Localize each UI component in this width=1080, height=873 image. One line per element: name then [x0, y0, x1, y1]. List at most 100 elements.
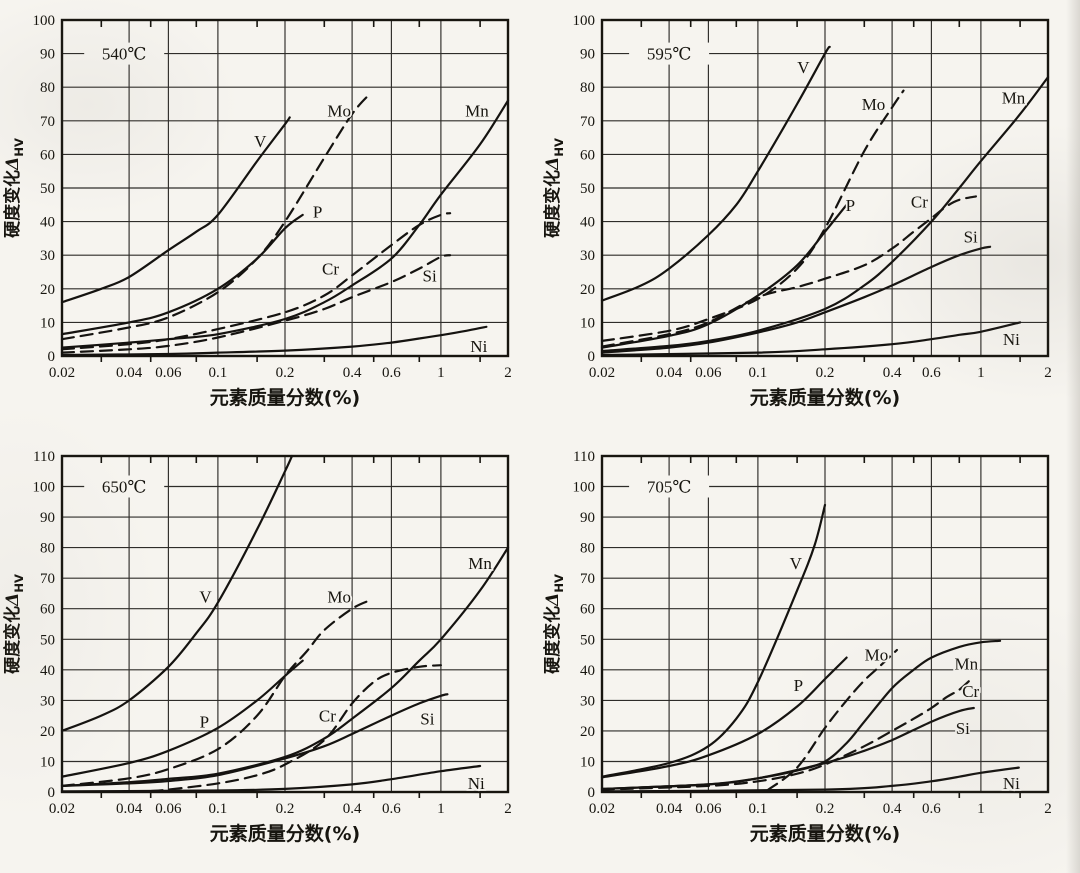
y-tick-label: 20 — [580, 724, 595, 740]
x-tick-label: 0.1 — [209, 365, 228, 381]
x-tick-label: 0.1 — [749, 801, 768, 817]
x-tick-label: 0.2 — [276, 801, 295, 817]
y-tick-label: 90 — [580, 47, 595, 63]
x-tick-label: 0.4 — [343, 801, 362, 817]
curve-Si — [60, 693, 449, 787]
x-tick-label: 2 — [1044, 365, 1052, 381]
x-tick-label: 1 — [977, 801, 985, 817]
y-tick-label: 90 — [580, 510, 595, 526]
curve-Ni — [600, 766, 1020, 793]
y-tick-label: 20 — [580, 282, 595, 298]
curve-V — [600, 45, 831, 302]
curve-Mn — [600, 76, 1050, 353]
x-tick-label: 0.6 — [382, 365, 401, 381]
curve-label-Mo: Mo — [327, 102, 351, 121]
y-tick-label: 100 — [573, 13, 596, 29]
curve-P — [60, 213, 304, 336]
curve-Mn — [60, 546, 510, 787]
curve-label-Mn: Mn — [954, 655, 978, 674]
x-tick-label: 0.2 — [276, 365, 295, 381]
x-tick-label: 0.02 — [589, 801, 615, 817]
temperature-label-halo — [629, 475, 710, 498]
x-tick-label: 0.06 — [155, 801, 182, 817]
y-tick-label: 70 — [580, 114, 595, 130]
plot-frame — [60, 454, 510, 794]
y-tick-label: 0 — [588, 785, 596, 801]
temperature-label-halo — [84, 42, 165, 65]
temperature-label-halo — [84, 475, 165, 498]
plot-frame — [600, 18, 1050, 358]
curve-label-Ni: Ni — [1003, 774, 1020, 793]
y-tick-label: 10 — [580, 755, 595, 771]
x-axis-label: 元素质量分数(%) — [750, 386, 900, 409]
x-tick-label: 2 — [504, 365, 512, 381]
curve-label-Mo: Mo — [865, 646, 889, 665]
curve-Mo — [766, 648, 898, 792]
curve-label-Mn: Mn — [1002, 88, 1026, 107]
y-tick-label: 50 — [580, 632, 595, 648]
curve-label-P: P — [200, 713, 209, 732]
curve-Cr — [600, 195, 977, 348]
temperature-label: 650℃ — [102, 478, 147, 497]
y-tick-label: 100 — [33, 13, 56, 29]
x-tick-label: 0.02 — [49, 365, 75, 381]
y-tick-label: 80 — [40, 80, 55, 96]
y-tick-label: 100 — [33, 480, 56, 496]
y-tick-label: 30 — [40, 693, 55, 709]
curve-V — [600, 503, 827, 778]
x-axis-label: 元素质量分数(%) — [210, 386, 360, 409]
temperature-label: 595℃ — [647, 45, 692, 64]
plot-frame — [60, 18, 510, 358]
curve-label-Cr: Cr — [322, 260, 339, 279]
y-tick-label: 50 — [40, 632, 55, 648]
curve-Mo — [600, 89, 905, 342]
curve-label-V: V — [254, 132, 267, 151]
curve-Ni — [60, 764, 482, 793]
y-tick-label: 60 — [580, 147, 595, 163]
curve-Si — [600, 245, 992, 354]
curve-label-Si: Si — [956, 719, 970, 738]
x-tick-label: 1 — [437, 801, 445, 817]
temperature-label: 705℃ — [647, 478, 692, 497]
y-tick-label: 0 — [48, 785, 56, 801]
curve-V — [60, 116, 291, 304]
x-tick-label: 0.06 — [155, 365, 182, 381]
curve-Ni — [600, 321, 1022, 357]
y-tick-label: 10 — [40, 315, 55, 331]
x-tick-label: 0.2 — [816, 801, 835, 817]
x-tick-label: 0.6 — [922, 365, 941, 381]
curve-label-Mo: Mo — [862, 95, 886, 114]
curve-Cr — [60, 212, 452, 351]
curve-label-P: P — [794, 676, 803, 695]
chart-595c: 0 10 20 30 40 50 60 70 80 90 100 0.02 0.04 0.06 0.1 0.2… — [542, 13, 1052, 409]
y-axis-label: 硬度变化ΔHV — [542, 574, 566, 674]
x-tick-label: 0.04 — [116, 801, 143, 817]
curve-Mo — [60, 598, 373, 787]
y-tick-label: 10 — [580, 315, 595, 331]
x-tick-label: 1 — [977, 365, 985, 381]
x-tick-label: 1 — [437, 365, 445, 381]
y-tick-label: 70 — [40, 114, 55, 130]
curve-label-V: V — [797, 58, 810, 77]
curve-label-Cr: Cr — [319, 707, 336, 726]
x-tick-label: 0.4 — [343, 365, 362, 381]
curve-label-Ni: Ni — [468, 774, 485, 793]
x-axis-label: 元素质量分数(%) — [210, 822, 360, 845]
y-tick-label: 90 — [40, 47, 55, 63]
y-tick-label: 60 — [40, 147, 55, 163]
y-tick-label: 50 — [580, 181, 595, 197]
y-tick-label: 10 — [40, 755, 55, 771]
x-tick-label: 0.06 — [695, 801, 722, 817]
curve-label-Ni: Ni — [1003, 330, 1020, 349]
chart-705c: 0 10 20 30 40 50 60 70 80 90 100 110 0.02 0.04 0.06 0.1… — [542, 449, 1052, 845]
curve-label-V: V — [199, 588, 212, 607]
curve-label-P: P — [313, 203, 322, 222]
y-tick-label: 40 — [580, 215, 595, 231]
chart-540c: 0 10 20 30 40 50 60 70 80 90 100 0.02 0.04 0.06 0.1 0.2… — [2, 13, 512, 409]
y-tick-label: 40 — [40, 215, 55, 231]
y-tick-label: 80 — [40, 541, 55, 557]
curve-label-Cr: Cr — [962, 682, 979, 701]
x-tick-label: 0.04 — [656, 801, 683, 817]
x-tick-label: 0.02 — [589, 365, 615, 381]
